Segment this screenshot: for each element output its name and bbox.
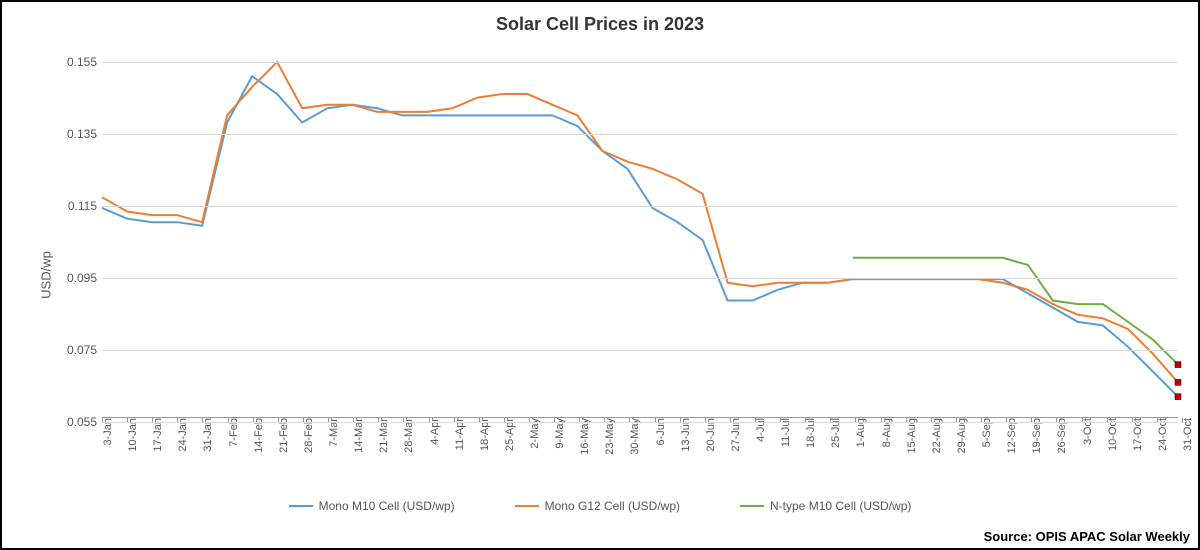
y-tick-label: 0.055 [47, 415, 97, 429]
x-tick-label: 28-Feb [303, 418, 315, 453]
gridline [102, 278, 1178, 279]
y-tick-label: 0.075 [47, 343, 97, 357]
plot-area: 3-Jan10-Jan17-Jan24-Jan31-Jan7-Feb14-Feb… [102, 62, 1178, 418]
x-tick-label: 31-Jan [202, 418, 214, 452]
x-tick-label: 10-Jan [127, 418, 139, 452]
x-tick-label: 23-May [604, 418, 616, 455]
gridline [102, 134, 1178, 135]
x-tick-label: 14-Mar [353, 418, 365, 453]
x-tick-label: 31-Oct [1182, 418, 1194, 451]
end-marker [1175, 394, 1181, 400]
legend-swatch [515, 505, 539, 507]
series-line [102, 76, 1178, 396]
chart-title: Solar Cell Prices in 2023 [2, 2, 1198, 35]
y-tick-label: 0.155 [47, 55, 97, 69]
y-tick-label: 0.115 [47, 199, 97, 213]
legend-label: Mono G12 Cell (USD/wp) [545, 499, 680, 513]
x-tick-label: 12-Sep [1006, 418, 1018, 453]
chart-container: Solar Cell Prices in 2023 USD/wp 3-Jan10… [0, 0, 1200, 550]
x-tick-label: 30-May [629, 418, 641, 455]
legend-item: N-type M10 Cell (USD/wp) [740, 499, 911, 513]
y-tick-label: 0.135 [47, 127, 97, 141]
legend-swatch [289, 505, 313, 507]
source-attribution: Source: OPIS APAC Solar Weekly [984, 529, 1190, 544]
x-tick-label: 21-Feb [278, 418, 290, 453]
x-tick-label: 14-Feb [253, 418, 265, 453]
y-tick-label: 0.095 [47, 271, 97, 285]
legend-label: N-type M10 Cell (USD/wp) [770, 499, 911, 513]
legend-item: Mono M10 Cell (USD/wp) [289, 499, 455, 513]
legend: Mono M10 Cell (USD/wp) Mono G12 Cell (USD… [2, 499, 1198, 513]
x-tick-label: 19-Sep [1031, 418, 1043, 453]
x-tick-label: 15-Aug [906, 418, 918, 453]
gridline [102, 350, 1178, 351]
end-marker [1175, 362, 1181, 368]
x-tick-label: 22-Aug [931, 418, 943, 453]
x-tick-label: 28-Mar [403, 418, 415, 453]
gridline [102, 422, 1178, 423]
x-tick-label: 20-Jun [705, 418, 717, 452]
chart-svg [102, 62, 1178, 418]
legend-label: Mono M10 Cell (USD/wp) [319, 499, 455, 513]
series-line [102, 62, 1178, 382]
x-tick-label: 21-Mar [378, 418, 390, 453]
gridline [102, 62, 1178, 63]
end-marker [1175, 379, 1181, 385]
gridline [102, 206, 1178, 207]
x-tick-label: 27-Jun [730, 418, 742, 452]
x-tick-label: 26-Sep [1056, 418, 1068, 453]
legend-swatch [740, 505, 764, 507]
x-tick-label: 13-Jun [680, 418, 692, 452]
x-tick-label: 24-Jan [177, 418, 189, 452]
legend-item: Mono G12 Cell (USD/wp) [515, 499, 680, 513]
x-tick-label: 17-Jan [152, 418, 164, 452]
x-tick-label: 16-May [579, 418, 591, 455]
x-tick-label: 29-Aug [956, 418, 968, 453]
